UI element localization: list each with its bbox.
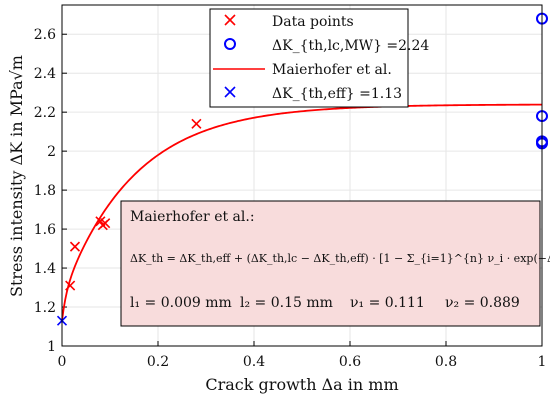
data-point-x	[100, 218, 111, 229]
axes-frame	[61, 4, 543, 347]
annotation-param-l1: l₁ = 0.009 mm	[130, 295, 232, 311]
legend-label-data-points: Data points	[272, 14, 354, 30]
y-tick-label: 2.6	[34, 27, 56, 43]
y-tick-label: 1.2	[34, 300, 56, 316]
x-tick-label: 0.6	[339, 354, 361, 370]
model-curve	[61, 103, 543, 321]
data-point-x-stroke	[69, 241, 81, 252]
annotation-param-nu1: ν₁ = 0.111	[350, 295, 425, 311]
annotation-equation: ΔK_th = ΔK_th,eff + (ΔK_th,lc − ΔK_th,ef…	[130, 252, 550, 265]
legend-marker-k-lc	[224, 38, 236, 50]
legend-label-model: Maierhofer et al.	[272, 62, 392, 78]
data-point-x	[191, 118, 202, 129]
y-tick-label: 1.4	[34, 261, 56, 277]
data-point-x	[65, 280, 76, 291]
y-tick-label: 2.4	[34, 66, 56, 82]
y-tick-label: 1	[47, 339, 56, 355]
y-tick-label: 1.6	[34, 222, 56, 238]
legend-marker-k-eff	[224, 86, 236, 98]
annotation-title: Maierhofer et al.:	[130, 209, 255, 225]
x-tick-label: 0.4	[243, 354, 265, 370]
x-tick-label: 1	[538, 354, 547, 370]
x-tick-label: 0.2	[147, 354, 169, 370]
annotation-param-l2: l₂ = 0.15 mm	[240, 295, 333, 311]
x-tick-label: 0	[58, 354, 67, 370]
annotation-param-nu2: ν₂ = 0.889	[445, 295, 520, 311]
x-axis-label: Crack growth Δa in mm	[205, 375, 398, 394]
data-point-x	[69, 241, 81, 252]
legend-label-k-eff: ΔK_{th,eff} =1.13	[272, 86, 402, 102]
y-tick-label: 2	[47, 144, 56, 160]
y-tick-label: 1.8	[34, 183, 56, 199]
y-tick-label: 2.2	[34, 105, 56, 121]
x-tick-label: 0.8	[435, 354, 457, 370]
model-curve-layer	[61, 103, 543, 321]
annotation-background	[120, 200, 541, 327]
data-point-x-stroke	[65, 280, 76, 291]
y-axis-label: Stress intensity ΔK in MPa√m	[7, 55, 26, 297]
legend-box	[209, 8, 409, 108]
axis-ticks: 0 0.2 0.4 0.6 0.8 1 1 1.2 1.4 1.6 1.8 2 2.2 2.4 2.6	[34, 27, 547, 370]
data-point-x-stroke	[100, 218, 111, 229]
legend: Data points ΔK_{th,lc,MW} =2.24 Maierhof…	[209, 8, 429, 108]
data-point-x-stroke	[95, 216, 106, 227]
legend-label-k-lc: ΔK_{th,lc,MW} =2.24	[272, 38, 429, 54]
legend-marker-data-points	[224, 14, 236, 26]
annotation-box: Maierhofer et al.: ΔK_th = ΔK_th,eff + (…	[120, 200, 550, 327]
data-point-x-stroke	[191, 118, 202, 129]
